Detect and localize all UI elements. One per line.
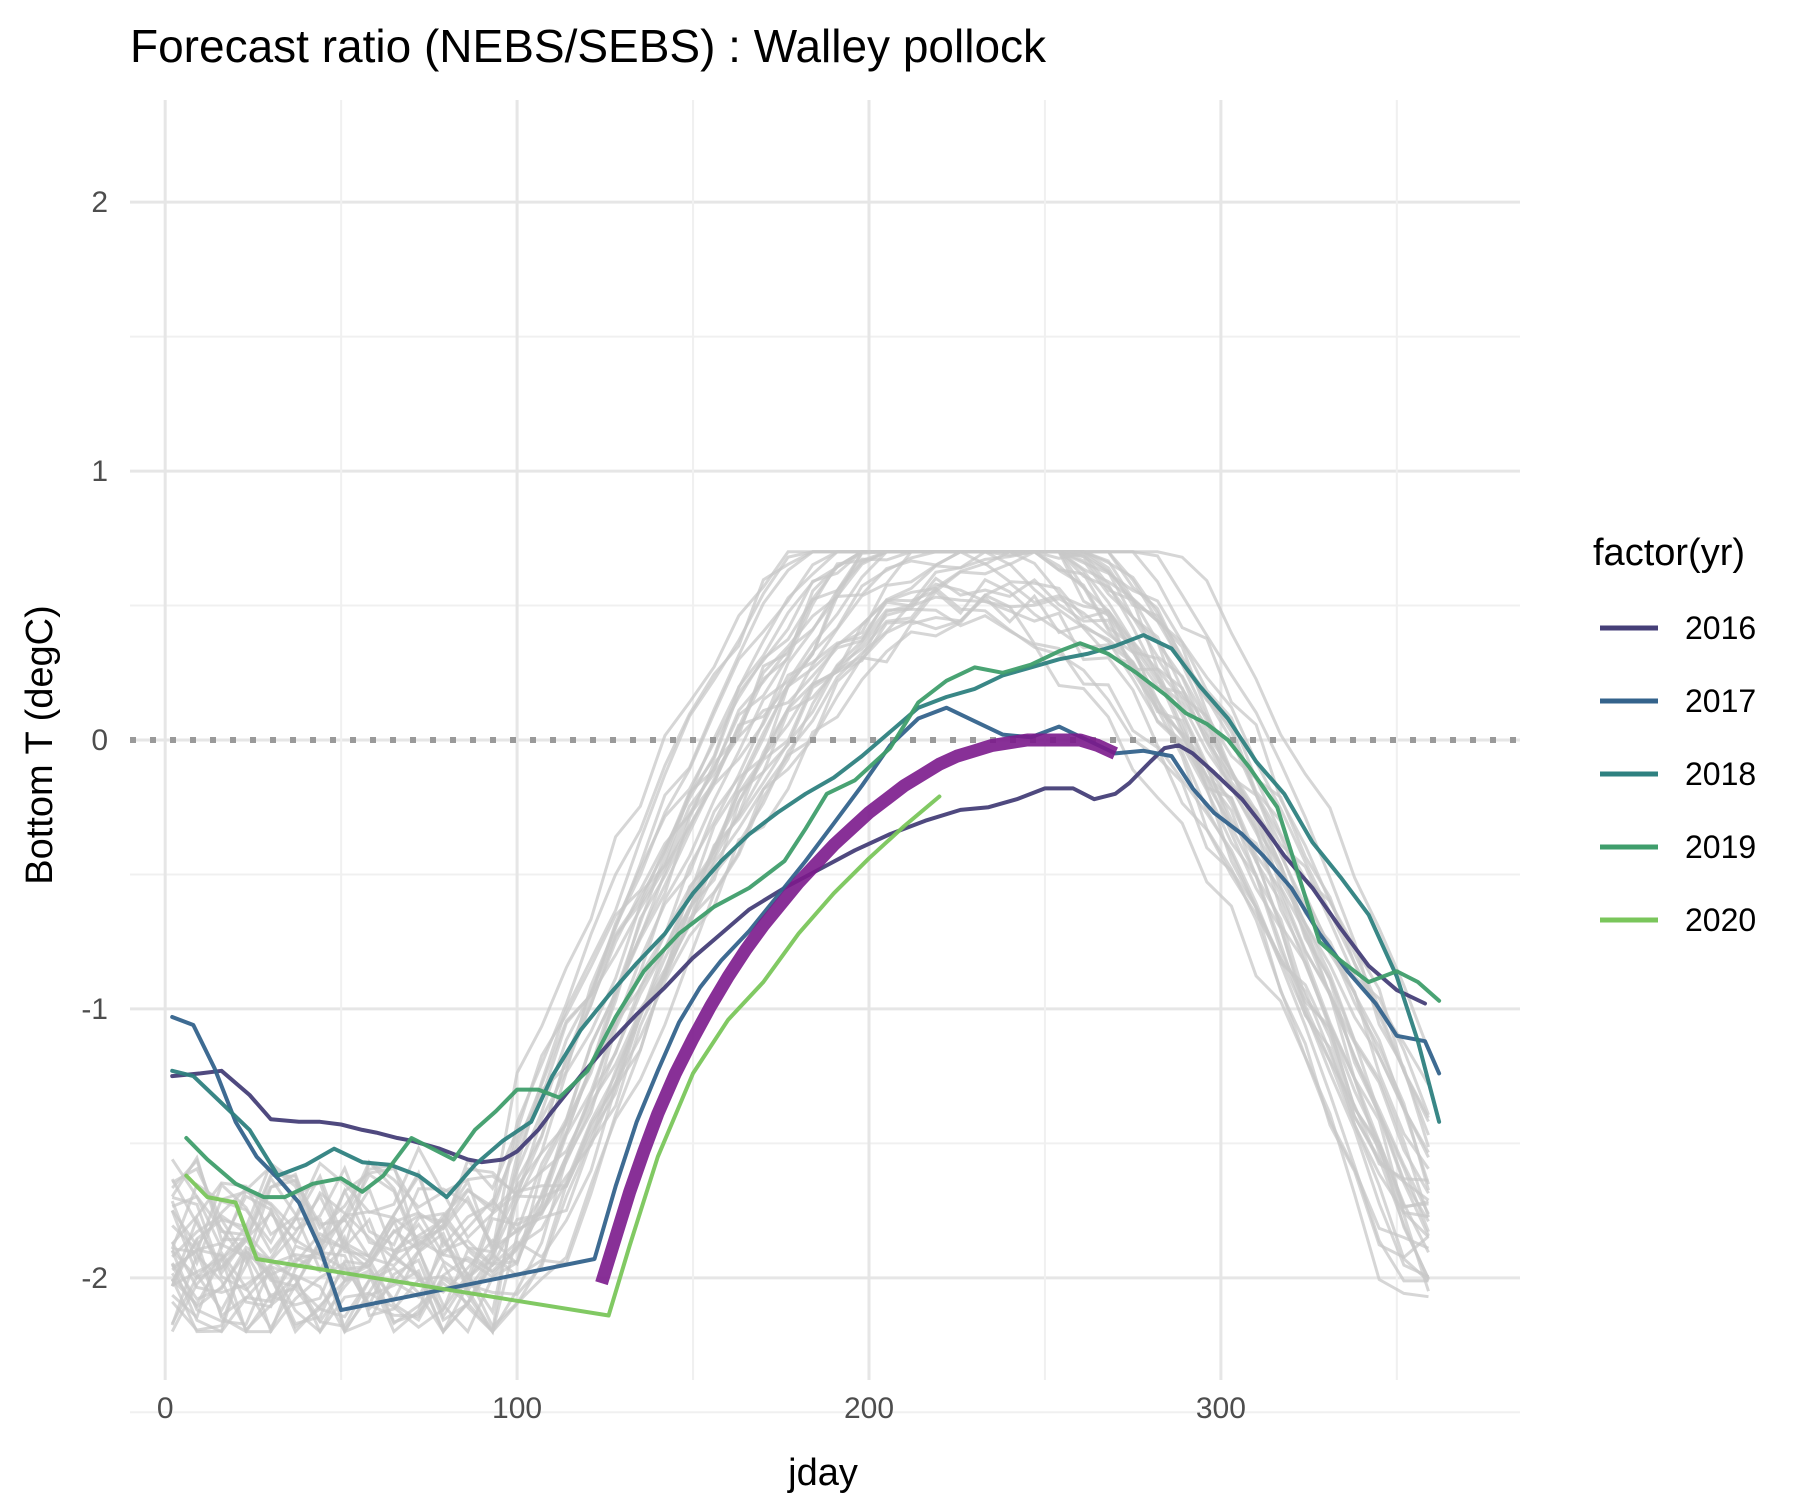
x-tick-label: 100 bbox=[492, 1392, 542, 1425]
historical-line bbox=[170, 550, 1430, 1335]
historical-line bbox=[170, 550, 1429, 1335]
legend-items: 2016 2017 2018 2019 2020 bbox=[1600, 610, 1756, 938]
series-lines bbox=[170, 633, 1442, 1318]
series-line-2018 bbox=[170, 633, 1442, 1200]
historical-line bbox=[170, 550, 1430, 1334]
historical-line bbox=[170, 595, 1429, 1258]
mean-forecast-line bbox=[595, 733, 1118, 1286]
y-tick-label: -2 bbox=[81, 1262, 108, 1295]
x-axis-ticks: 0 100 200 300 bbox=[157, 1392, 1246, 1425]
x-tick-label: 0 bbox=[157, 1392, 174, 1425]
historical-line bbox=[171, 582, 1430, 1335]
legend-label-2019: 2019 bbox=[1685, 829, 1756, 865]
historical-line bbox=[170, 550, 1429, 1336]
legend: factor(yr) 2016 2017 2018 2019 2020 bbox=[1593, 532, 1756, 938]
legend-label-2016: 2016 bbox=[1685, 610, 1756, 646]
historical-line bbox=[171, 550, 1430, 1277]
historical-line bbox=[171, 550, 1430, 1271]
chart-title: Forecast ratio (NEBS/SEBS) : Walley poll… bbox=[130, 20, 1047, 72]
historical-line bbox=[171, 581, 1430, 1266]
y-tick-label: -1 bbox=[81, 993, 108, 1026]
legend-label-2017: 2017 bbox=[1685, 683, 1756, 719]
historical-line bbox=[171, 550, 1430, 1288]
historical-line bbox=[170, 550, 1430, 1314]
historical-line bbox=[170, 593, 1430, 1325]
y-tick-label: 1 bbox=[91, 455, 108, 488]
historical-line bbox=[171, 550, 1430, 1245]
x-axis-title: jday bbox=[787, 1452, 858, 1494]
historical-lines bbox=[170, 550, 1430, 1336]
y-axis-ticks: -2 -1 0 1 2 bbox=[81, 186, 108, 1295]
y-axis-title: Bottom T (degC) bbox=[19, 605, 61, 885]
series-line-2020 bbox=[184, 794, 942, 1318]
plot-grid bbox=[130, 100, 1520, 1414]
historical-line bbox=[170, 550, 1430, 1267]
historical-line bbox=[170, 593, 1430, 1252]
y-tick-label: 2 bbox=[91, 186, 108, 219]
legend-label-2020: 2020 bbox=[1685, 902, 1756, 938]
x-tick-label: 200 bbox=[844, 1392, 894, 1425]
legend-title: factor(yr) bbox=[1593, 532, 1745, 574]
x-tick-label: 300 bbox=[1196, 1392, 1246, 1425]
legend-label-2018: 2018 bbox=[1685, 756, 1756, 792]
series-line-2016 bbox=[170, 743, 1427, 1165]
y-tick-label: 0 bbox=[91, 724, 108, 757]
series-line-2019 bbox=[184, 641, 1442, 1200]
